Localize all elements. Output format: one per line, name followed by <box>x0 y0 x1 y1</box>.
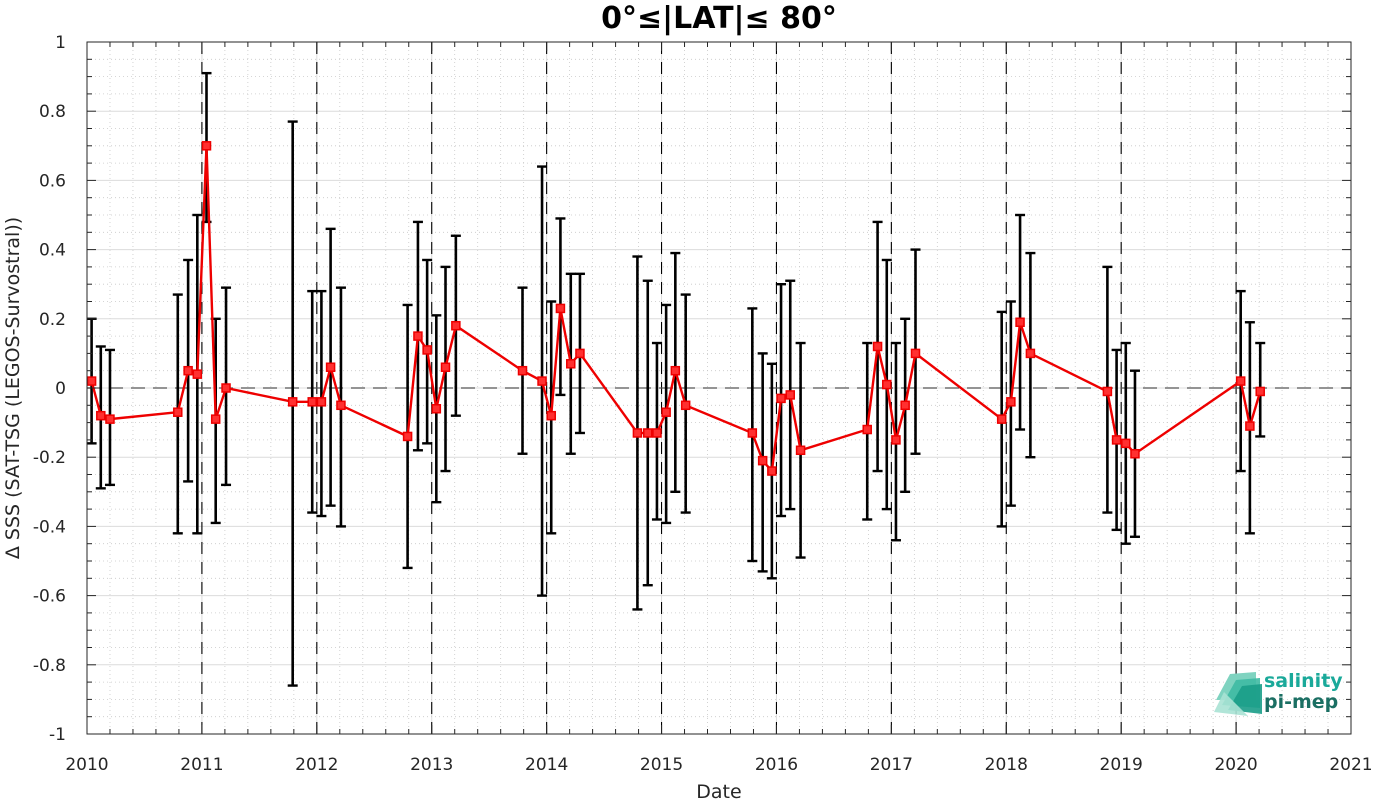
x-tick-label: 2020 <box>1214 755 1257 775</box>
data-point <box>201 141 212 151</box>
y-tick-labels: -1 -0.8 -0.6 -0.4 -0.2 0 0.2 0.4 0.6 0.8 1 <box>33 33 66 745</box>
data-point <box>882 379 892 390</box>
data-point <box>440 362 451 372</box>
data-point <box>900 400 910 411</box>
grid <box>87 42 1351 734</box>
y-axis-label: Δ SSS (SAT-TSG (LEGOS-Survostral)) <box>2 217 24 559</box>
data-point <box>537 376 547 386</box>
data-point <box>183 365 193 376</box>
logo-line1: salinity <box>1264 670 1343 692</box>
x-tick-label: 2015 <box>640 755 683 775</box>
series-markers <box>86 141 1265 476</box>
data-point <box>767 466 777 476</box>
data-point <box>192 369 203 379</box>
x-tick-label: 2014 <box>525 755 568 775</box>
data-point <box>210 414 221 424</box>
data-point <box>670 365 681 376</box>
data-point <box>1102 386 1113 397</box>
y-tick-label: -0.8 <box>33 656 66 676</box>
x-tick-label: 2016 <box>755 755 798 775</box>
data-point <box>307 397 317 407</box>
data-point <box>1245 421 1255 431</box>
data-point <box>1006 397 1016 407</box>
data-point <box>632 428 643 438</box>
data-point <box>1235 376 1246 386</box>
data-point <box>517 365 528 376</box>
data-point <box>1025 348 1036 359</box>
data-point <box>776 393 786 404</box>
data-point <box>402 431 413 442</box>
salinity-pi-mep-logo: salinity pi-mep <box>1214 670 1343 716</box>
data-point <box>316 397 327 407</box>
y-tick-label: 0 <box>55 379 66 399</box>
data-point <box>785 390 795 400</box>
x-tick-label: 2013 <box>410 755 453 775</box>
y-tick-label: 0.2 <box>39 310 66 330</box>
x-axis-label: Date <box>696 781 741 801</box>
data-point <box>431 404 442 414</box>
data-point <box>643 428 653 438</box>
y-tick-label: -0.6 <box>33 587 66 607</box>
data-point <box>336 400 346 411</box>
chart-title: 0°≤|LAT|≤ 80° <box>601 1 837 36</box>
axis-ticks <box>86 41 1352 735</box>
data-point <box>862 424 872 435</box>
x-tick-label: 2021 <box>1329 755 1372 775</box>
x-tick-label: 2017 <box>870 755 913 775</box>
x-tick-label: 2019 <box>1100 755 1143 775</box>
data-point <box>451 320 461 331</box>
data-point <box>96 410 106 421</box>
data-point <box>173 407 183 417</box>
x-tick-label: 2018 <box>985 755 1028 775</box>
data-point <box>566 359 576 369</box>
data-point <box>910 348 921 359</box>
y-tick-label: 1 <box>55 33 66 53</box>
x-tick-labels: 2010 2011 2012 2013 2014 2015 2016 2017 2018 2019… <box>65 755 1372 775</box>
data-point <box>413 331 423 341</box>
y-tick-label: -1 <box>49 725 66 745</box>
data-point <box>422 345 432 355</box>
y-tick-label: 0.6 <box>39 171 66 191</box>
data-point <box>325 362 336 372</box>
data-point <box>1121 438 1131 449</box>
data-point <box>575 348 585 359</box>
y-tick-label: 0.8 <box>39 102 66 122</box>
data-point <box>287 397 298 407</box>
logo-waves-icon <box>1214 672 1262 716</box>
data-point <box>747 428 758 438</box>
x-tick-label: 2011 <box>180 755 223 775</box>
data-point <box>996 414 1007 424</box>
data-point <box>872 341 883 352</box>
data-point <box>1255 386 1265 397</box>
data-point <box>661 407 671 417</box>
data-point <box>795 445 806 456</box>
data-point <box>546 410 556 421</box>
data-point <box>1111 435 1122 445</box>
logo-line2: pi-mep <box>1264 691 1338 713</box>
data-point <box>652 428 662 438</box>
y-tick-label: 0.4 <box>39 241 66 261</box>
y-tick-label: -0.4 <box>33 517 66 537</box>
y-tick-label: -0.2 <box>33 448 66 468</box>
data-point <box>680 400 691 411</box>
data-point <box>757 455 768 466</box>
x-tick-label: 2010 <box>65 755 108 775</box>
data-point <box>86 376 97 386</box>
x-tick-label: 2012 <box>295 755 338 775</box>
data-point <box>891 435 901 445</box>
data-point <box>221 383 231 393</box>
data-point <box>1130 448 1140 459</box>
data-point <box>105 414 115 424</box>
data-point <box>1015 317 1025 328</box>
data-point <box>555 303 566 314</box>
